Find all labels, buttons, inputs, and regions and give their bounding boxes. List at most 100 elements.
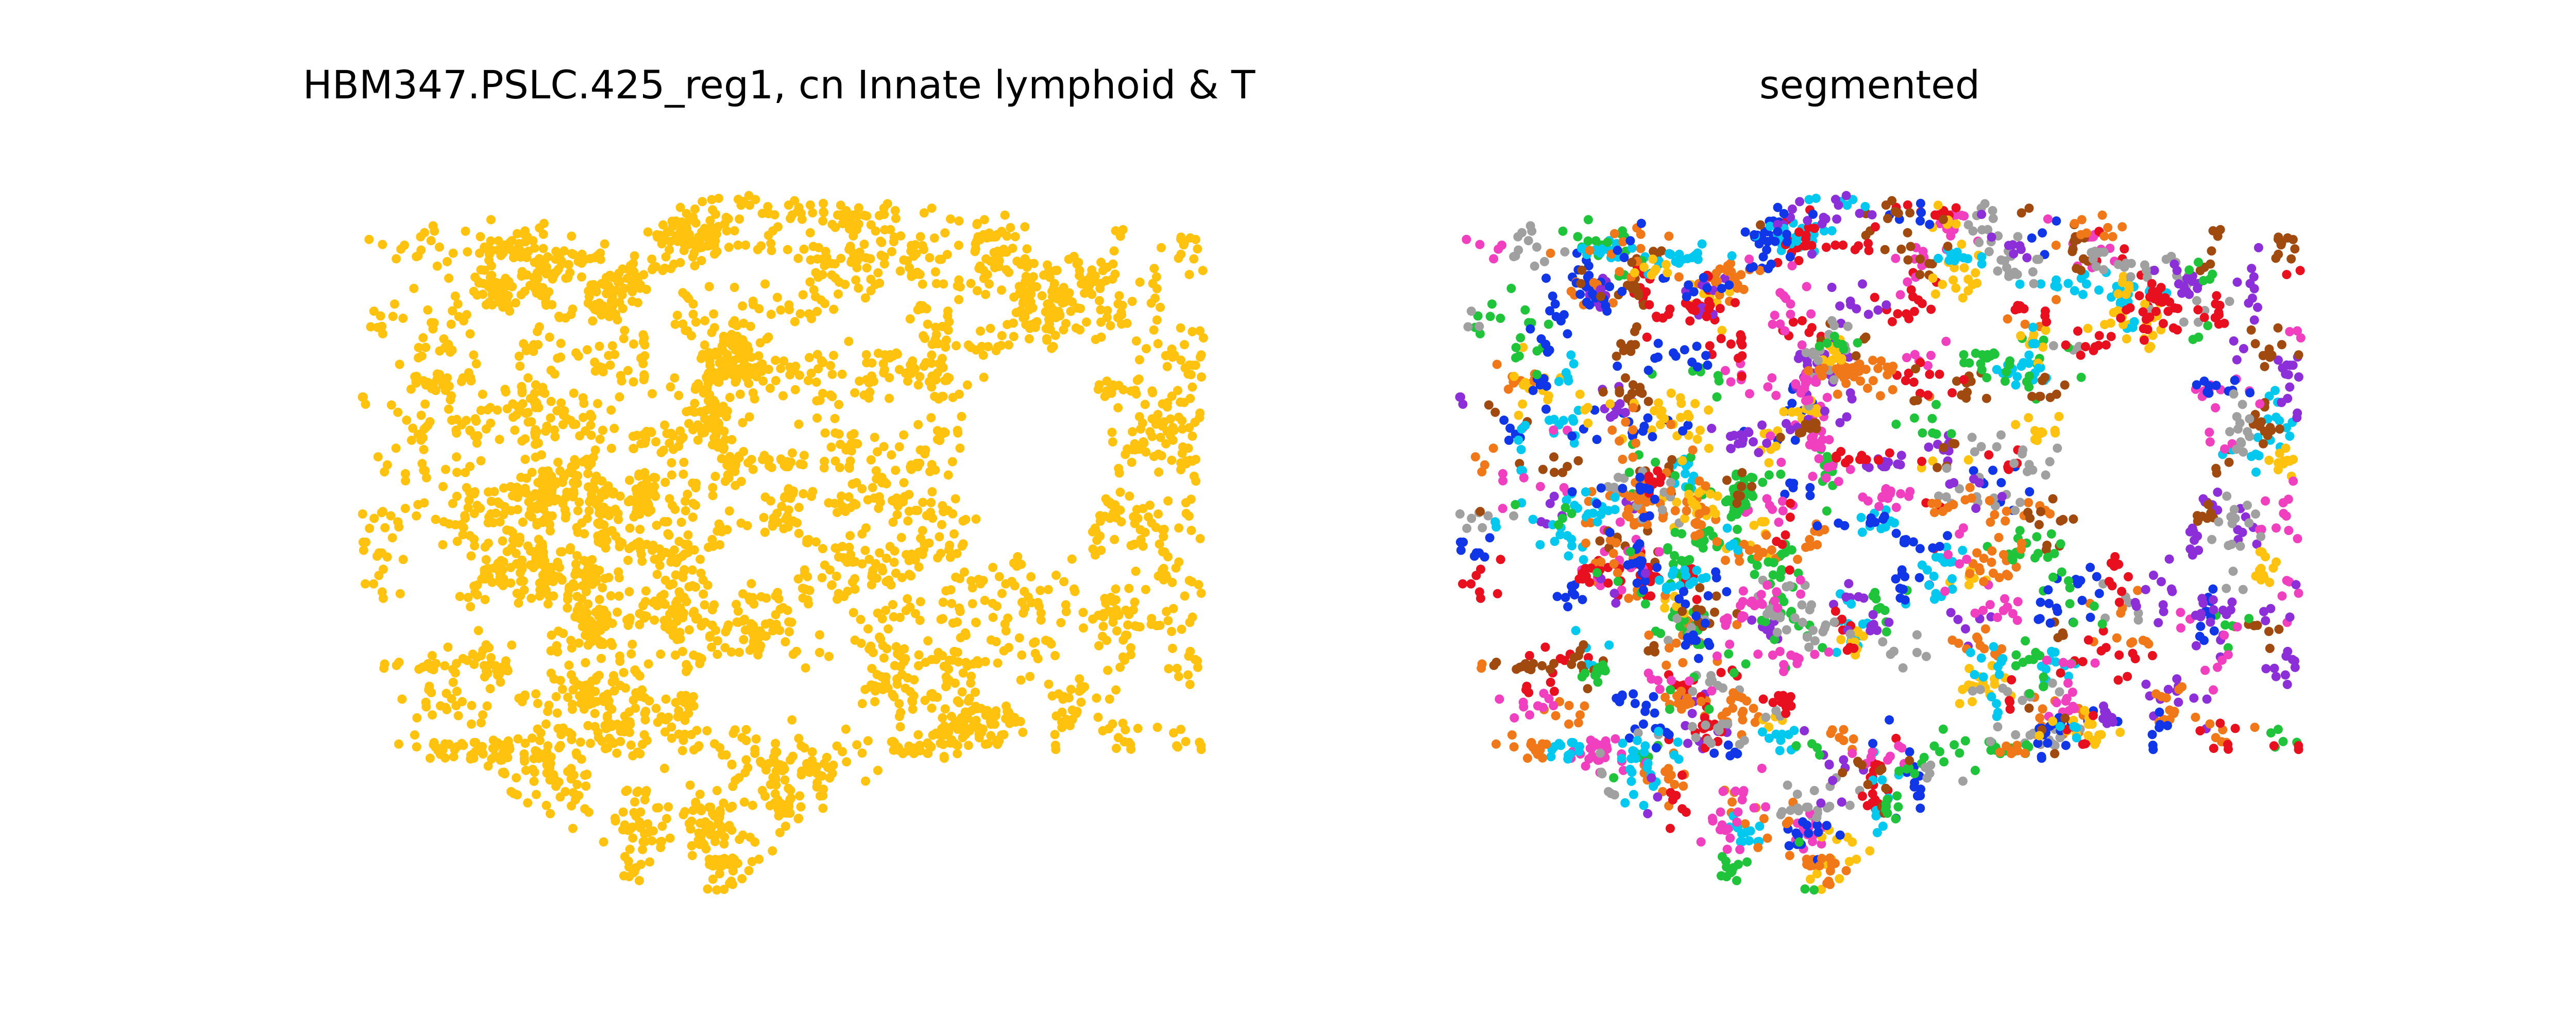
segment-point — [1804, 328, 1814, 337]
segment-point — [1569, 416, 1579, 426]
cn-point — [754, 854, 764, 864]
cn-point — [712, 786, 722, 796]
cn-point — [1196, 588, 1206, 598]
cn-point — [365, 523, 375, 533]
segment-point — [1744, 836, 1754, 846]
cn-point — [719, 839, 729, 849]
cn-point — [818, 270, 827, 280]
cn-point — [799, 451, 809, 460]
cn-point — [887, 450, 896, 460]
cn-point — [863, 624, 873, 634]
segment-point — [1955, 699, 1964, 709]
segment-point — [1764, 470, 1774, 480]
cn-point — [386, 400, 396, 410]
cn-point — [856, 614, 866, 624]
cn-point — [665, 245, 674, 255]
cn-point — [820, 299, 829, 308]
cn-point — [867, 580, 876, 590]
cn-point — [709, 241, 719, 250]
cn-point — [994, 572, 1004, 581]
cn-point — [512, 773, 521, 783]
segment-point — [1698, 543, 1708, 553]
cn-point — [580, 804, 590, 814]
segment-point — [1496, 314, 1505, 323]
segment-point — [1958, 545, 1968, 555]
segment-point — [1563, 461, 1572, 471]
cn-point — [730, 283, 739, 292]
cn-point — [508, 413, 518, 422]
cn-point — [708, 491, 718, 501]
segment-point — [1844, 857, 1854, 866]
cn-point — [382, 552, 392, 562]
cn-point — [899, 478, 909, 488]
cn-point — [482, 701, 492, 711]
segment-point — [1742, 857, 1752, 867]
segment-point — [1545, 416, 1554, 425]
segment-point — [2032, 436, 2042, 445]
cn-point — [951, 341, 961, 351]
segment-point — [1968, 697, 1977, 707]
segment-point — [1992, 365, 2002, 374]
cn-point — [1172, 663, 1182, 673]
segment-point — [2048, 341, 2058, 351]
segment-point — [1800, 726, 1809, 735]
cn-point — [533, 699, 543, 708]
segment-point — [1544, 319, 1553, 329]
cn-point — [855, 376, 864, 386]
cn-point — [860, 545, 870, 555]
cn-point — [895, 612, 905, 622]
segment-point — [1718, 786, 1728, 796]
cn-point — [940, 704, 950, 714]
segment-point — [1845, 800, 1855, 810]
cn-point — [689, 407, 699, 417]
cn-point — [682, 407, 691, 417]
cn-point — [476, 456, 486, 466]
cn-point — [900, 492, 909, 502]
cn-point — [486, 653, 496, 662]
segment-point — [1581, 761, 1590, 771]
cn-point — [760, 527, 770, 537]
cn-point — [827, 259, 837, 268]
segment-point — [1785, 478, 1795, 488]
cn-point — [549, 591, 558, 601]
segment-point — [1615, 399, 1625, 408]
segment-point — [1491, 739, 1501, 749]
segment-point — [1988, 206, 1997, 215]
segment-point — [1959, 350, 1969, 359]
cn-point — [660, 477, 670, 487]
cn-point — [494, 236, 503, 246]
cn-point — [1078, 608, 1088, 617]
cn-point — [1149, 452, 1159, 461]
segment-point — [2078, 289, 2088, 299]
cn-point — [643, 819, 653, 829]
segment-point — [2047, 678, 2057, 688]
cn-point — [685, 780, 695, 790]
segment-point — [1873, 305, 1883, 315]
segment-point — [2251, 467, 2261, 477]
cn-point — [1135, 277, 1145, 287]
cn-point — [452, 659, 461, 668]
cn-point — [398, 314, 408, 323]
segment-point — [2261, 664, 2271, 674]
segment-point — [1638, 719, 1648, 729]
cn-point — [1036, 615, 1046, 625]
cn-point — [421, 342, 431, 352]
cn-point — [559, 246, 569, 256]
cn-point — [451, 425, 461, 435]
cn-point — [629, 377, 638, 387]
segment-point — [1499, 415, 1509, 425]
segment-point — [2224, 457, 2234, 467]
cn-point — [941, 335, 951, 345]
segment-point — [1651, 743, 1661, 752]
cn-point — [1096, 332, 1106, 342]
cn-point — [956, 633, 965, 643]
cn-point — [1174, 523, 1183, 533]
cn-point — [812, 306, 822, 316]
segment-point — [1924, 442, 1934, 452]
cn-point — [751, 734, 761, 744]
segment-point — [1985, 496, 1994, 505]
cn-point — [805, 277, 815, 287]
segment-point — [1822, 821, 1832, 830]
segment-point — [1518, 399, 1528, 409]
cn-point — [452, 468, 462, 477]
